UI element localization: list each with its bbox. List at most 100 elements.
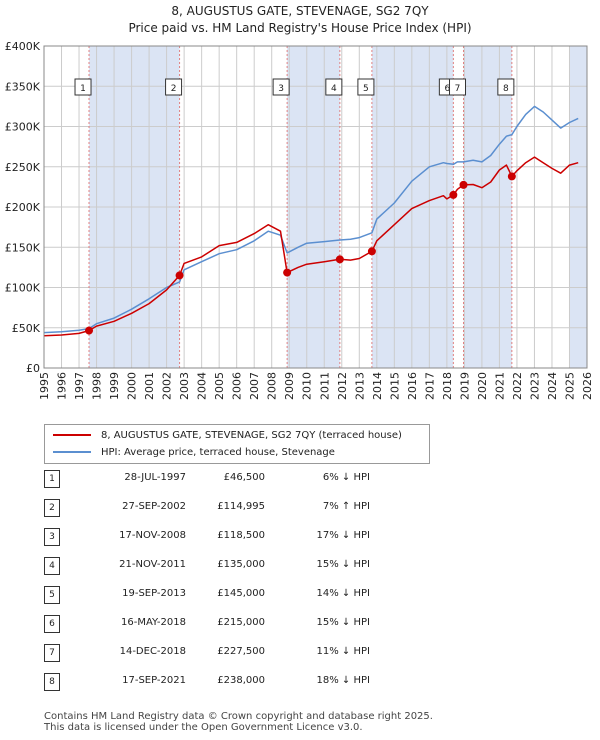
x-tick-label-2001: 2001 <box>143 372 156 400</box>
plot-border <box>43 45 588 369</box>
row-date: 28-JUL-1997 <box>124 472 186 483</box>
transaction-label-2: 2 <box>165 78 183 96</box>
table-row: 8 17-SEP-2021 £238,000 18% ↓ HPI <box>0 673 600 691</box>
y-tick-label-5: £250K <box>5 161 41 174</box>
x-tick-label-2020: 2020 <box>476 372 489 400</box>
x-tick-label-2018: 2018 <box>441 372 454 400</box>
row-number: 4 <box>44 557 60 575</box>
x-tick-label-2013: 2013 <box>353 372 366 400</box>
row-hpi-diff: 7% ↑ HPI <box>322 501 370 512</box>
x-tick-label-2004: 2004 <box>196 372 209 400</box>
x-tick-label-2024: 2024 <box>546 372 559 400</box>
transaction-label-box-4 <box>325 78 343 96</box>
footer: Contains HM Land Registry data © Crown c… <box>44 711 433 733</box>
transaction-label-text-6: 6 <box>444 84 450 94</box>
transaction-label-text-5: 5 <box>363 84 369 94</box>
row-date: 16-MAY-2018 <box>120 617 186 628</box>
table-row: 6 16-MAY-2018 £215,000 15% ↓ HPI <box>0 615 600 633</box>
x-tick-label-2021: 2021 <box>493 372 506 400</box>
x-tick-label-2014: 2014 <box>371 372 384 400</box>
x-tick-label-2026: 2026 <box>581 372 594 400</box>
row-price: £227,500 <box>217 646 265 657</box>
row-number: 2 <box>44 499 60 517</box>
transaction-label-box-1 <box>74 78 92 96</box>
transaction-label-1: 1 <box>74 78 92 96</box>
row-number: 8 <box>44 673 60 691</box>
x-tick-label-2007: 2007 <box>248 372 261 400</box>
row-hpi-diff: 15% ↓ HPI <box>316 559 370 570</box>
hpi-line <box>43 105 579 334</box>
y-tick-label-6: £300K <box>5 121 41 134</box>
transaction-point-2 <box>175 271 184 280</box>
x-tick-label-2015: 2015 <box>388 372 401 400</box>
x-tick-label-1997: 1997 <box>73 372 86 400</box>
y-tick-label-1: £50K <box>12 322 41 335</box>
table-row: 2 27-SEP-2002 £114,995 7% ↑ HPI <box>0 499 600 517</box>
row-hpi-diff: 11% ↓ HPI <box>316 646 370 657</box>
y-tick-label-7: £350K <box>5 80 41 93</box>
table-row: 5 19-SEP-2013 £145,000 14% ↓ HPI <box>0 586 600 604</box>
legend-item-property: 8, AUGUSTUS GATE, STEVENAGE, SG2 7QY (te… <box>53 427 402 443</box>
transaction-label-box-7 <box>449 78 467 96</box>
x-tick-label-2022: 2022 <box>511 372 524 400</box>
x-tick-label-2009: 2009 <box>283 372 296 400</box>
row-number: 7 <box>44 644 60 662</box>
transaction-point-4 <box>335 255 344 264</box>
row-hpi-diff: 17% ↓ HPI <box>316 530 370 541</box>
transaction-point-7 <box>459 180 468 189</box>
x-tick-label-1995: 1995 <box>38 372 51 400</box>
transaction-label-3: 3 <box>272 78 290 96</box>
transaction-point-1 <box>85 326 94 335</box>
x-tick-label-2000: 2000 <box>126 372 139 400</box>
y-tick-label-2: £100K <box>5 282 41 295</box>
transaction-lines <box>88 46 513 368</box>
transaction-label-text-8: 8 <box>503 84 509 94</box>
transaction-label-text-1: 1 <box>80 84 86 94</box>
row-hpi-diff: 15% ↓ HPI <box>316 617 370 628</box>
x-tick-label-2005: 2005 <box>213 372 226 400</box>
transaction-label-text-3: 3 <box>278 84 284 94</box>
footer-licence: This data is licensed under the Open Gov… <box>44 722 363 733</box>
x-tick-label-2016: 2016 <box>406 372 419 400</box>
chart-title: 8, AUGUSTUS GATE, STEVENAGE, SG2 7QY <box>171 4 429 18</box>
row-date: 21-NOV-2011 <box>119 559 186 570</box>
transaction-label-text-4: 4 <box>331 84 337 94</box>
row-date: 27-SEP-2002 <box>122 501 186 512</box>
y-tick-label-8: £400K <box>5 40 41 53</box>
transaction-label-box-3 <box>272 78 290 96</box>
legend-swatch-hpi <box>53 451 91 453</box>
row-price: £145,000 <box>217 588 265 599</box>
y-tick-label-4: £200K <box>5 201 41 214</box>
x-tick-label-2019: 2019 <box>458 372 471 400</box>
table-row: 3 17-NOV-2008 £118,500 17% ↓ HPI <box>0 528 600 546</box>
x-tick-label-2006: 2006 <box>231 372 244 400</box>
x-tick-label-2025: 2025 <box>563 372 576 400</box>
transaction-point-8 <box>507 172 516 181</box>
transaction-label-text-2: 2 <box>171 84 177 94</box>
x-tick-label-2023: 2023 <box>528 372 541 400</box>
x-tick-label-1996: 1996 <box>56 372 69 400</box>
transaction-label-4: 4 <box>325 78 343 96</box>
transaction-label-7: 7 <box>449 78 467 96</box>
legend-item-hpi: HPI: Average price, terraced house, Stev… <box>53 444 335 460</box>
transaction-point-6 <box>449 190 458 199</box>
row-price: £135,000 <box>217 559 265 570</box>
row-price: £238,000 <box>217 675 265 686</box>
x-tick-label-2003: 2003 <box>178 372 191 400</box>
row-hpi-diff: 18% ↓ HPI <box>316 675 370 686</box>
transaction-label-8: 8 <box>497 78 515 96</box>
row-price: £215,000 <box>217 617 265 628</box>
footer-copyright: Contains HM Land Registry data © Crown c… <box>44 711 433 722</box>
axes: £0 £50K £100K £150K £200K £250K £300K £350K £400… <box>5 40 594 400</box>
x-tick-label-2002: 2002 <box>161 372 174 400</box>
table-row: 4 21-NOV-2011 £135,000 15% ↓ HPI <box>0 557 600 575</box>
legend: 8, AUGUSTUS GATE, STEVENAGE, SG2 7QY (te… <box>44 424 430 464</box>
transaction-label-box-5 <box>357 78 375 96</box>
row-hpi-diff: 6% ↓ HPI <box>322 472 370 483</box>
row-price: £118,500 <box>217 530 265 541</box>
transaction-points <box>85 172 516 335</box>
row-number: 1 <box>44 470 60 488</box>
row-price: £114,995 <box>217 501 265 512</box>
